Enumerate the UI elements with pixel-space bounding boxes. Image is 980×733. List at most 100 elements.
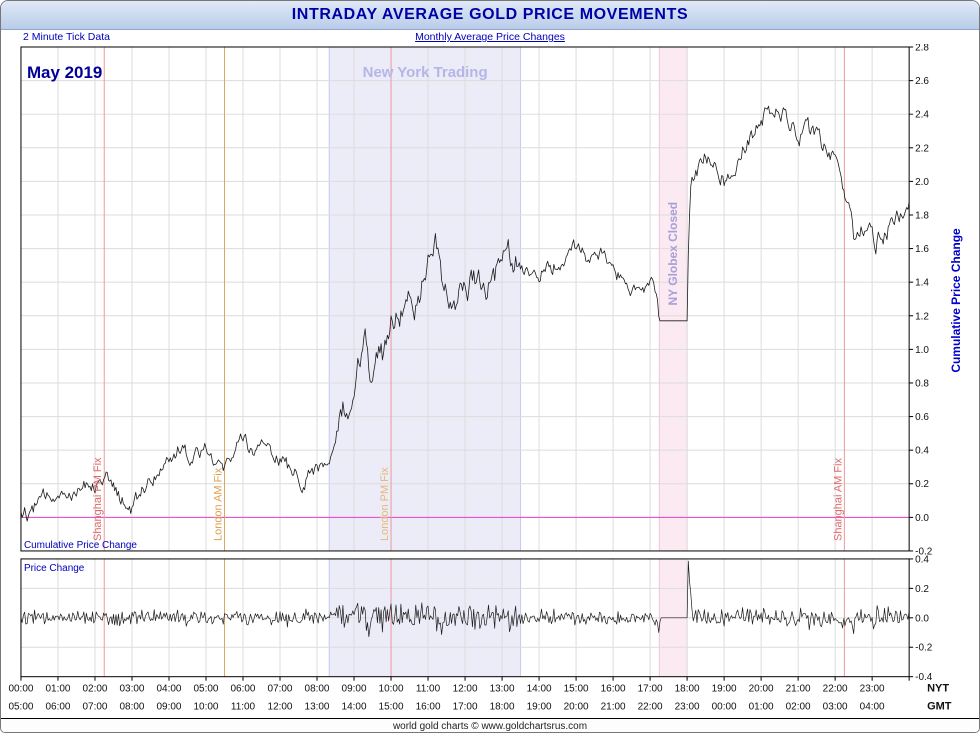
y-tick-label: 1.8 (915, 210, 929, 221)
gold-chart-svg: -0.2 0.0 0.2 0.4 0.6 0.8 1.0 1.2 1.4 1.6 1.8 2.0 2.2… (8, 44, 963, 713)
globex-closed-label: NY Globex Closed (666, 202, 680, 306)
x-label-gmt: 08:00 (120, 702, 145, 713)
y-tick-label: 0.0 (915, 513, 929, 524)
y-tick-label: -0.4 (915, 672, 933, 683)
month-label: May 2019 (27, 63, 102, 82)
y-tick-label: 2.4 (915, 110, 929, 121)
x-label-gmt: 14:00 (342, 702, 367, 713)
x-label-nyt: 03:00 (120, 684, 145, 695)
x-label-nyt: 06:00 (231, 684, 256, 695)
nyt-label: NYT (927, 683, 949, 695)
x-label-gmt: 19:00 (527, 702, 552, 713)
x-label-gmt: 00:00 (712, 702, 737, 713)
regions-layer (328, 46, 688, 677)
x-label-gmt: 12:00 (268, 702, 293, 713)
x-label-nyt: 11:00 (416, 684, 441, 695)
event-label-shanghai-am-fix: Shanghai AM Fix (832, 458, 844, 541)
x-label-nyt: 23:00 (860, 684, 885, 695)
x-label-gmt: 16:00 (416, 702, 441, 713)
x-label-gmt: 17:00 (453, 702, 478, 713)
event-label-london-am-fix: London AM Fix (213, 467, 225, 541)
x-label-nyt: 09:00 (342, 684, 367, 695)
chart-area: -0.2 0.0 0.2 0.4 0.6 0.8 1.0 1.2 1.4 1.6 1.8 2.0 2.2… (1, 44, 979, 718)
footer: world gold charts © www.goldchartsrus.co… (1, 717, 979, 732)
y-tick-label: 0.2 (915, 584, 929, 595)
x-label-nyt: 08:00 (305, 684, 330, 695)
x-label-gmt: 07:00 (82, 702, 107, 713)
axes-layer: -0.2 0.0 0.2 0.4 0.6 0.8 1.0 1.2 1.4 1.6 1.8 2.0 2.2… (8, 44, 932, 713)
y-tick-label: -0.2 (915, 643, 933, 654)
ny-trading-label: New York Trading (363, 64, 488, 81)
monthly-average-link[interactable]: Monthly Average Price Changes (415, 31, 565, 43)
y-tick-label: 1.4 (915, 278, 929, 289)
y-tick-label: 1.6 (915, 244, 929, 255)
x-label-nyt: 01:00 (45, 684, 70, 695)
x-label-gmt: 18:00 (490, 702, 515, 713)
x-label-gmt: 06:00 (45, 702, 70, 713)
right-axis-label: Cumulative Price Change (949, 228, 963, 373)
x-label-nyt: 02:00 (82, 684, 107, 695)
page-title: INTRADAY AVERAGE GOLD PRICE MOVEMENTS (291, 6, 689, 23)
price-change-label: Price Change (24, 563, 85, 574)
x-label-gmt: 10:00 (194, 702, 219, 713)
y-tick-label: 2.6 (915, 76, 929, 87)
x-label-nyt: 16:00 (601, 684, 626, 695)
y-tick-label: 1.2 (915, 311, 929, 322)
x-label-nyt: 14:00 (527, 684, 552, 695)
x-label-gmt: 13:00 (305, 702, 330, 713)
event-labels-layer: Shanghai PM Fix London AM Fix London PM Fi… (92, 202, 844, 541)
x-label-nyt: 15:00 (564, 684, 589, 695)
x-label-nyt: 07:00 (268, 684, 293, 695)
cumulative-inline-label: Cumulative Price Change (24, 540, 137, 551)
x-label-nyt: 12:00 (453, 684, 478, 695)
region-ny-globex-closed (659, 46, 688, 551)
x-label-nyt: 19:00 (712, 684, 737, 695)
x-label-gmt: 23:00 (675, 702, 700, 713)
y-tick-label: 0.0 (915, 613, 929, 624)
x-label-gmt: 09:00 (157, 702, 182, 713)
gmt-label: GMT (927, 701, 952, 713)
y-tick-label: 0.8 (915, 378, 929, 389)
x-label-nyt: 13:00 (490, 684, 515, 695)
main-plot-border (20, 46, 910, 552)
x-label-nyt: 10:00 (379, 684, 404, 695)
x-label-nyt: 17:00 (638, 684, 663, 695)
y-tick-label: 0.2 (915, 479, 929, 490)
x-label-gmt: 22:00 (638, 702, 663, 713)
region-new-york-trading (329, 46, 521, 551)
title-bar: INTRADAY AVERAGE GOLD PRICE MOVEMENTS (1, 1, 979, 30)
y-tick-label: 0.4 (915, 554, 929, 565)
y-tick-label: 0.4 (915, 446, 929, 457)
y-tick-label: 2.0 (915, 177, 929, 188)
sub-header: 2 Minute Tick Data Monthly Average Price… (1, 30, 979, 44)
y-tick-label: -0.2 (915, 546, 933, 557)
x-label-nyt: 05:00 (194, 684, 219, 695)
cumulative-price-line (20, 105, 910, 522)
footer-credit: world gold charts © www.goldchartsrus.co… (392, 720, 588, 732)
event-label-london-pm-fix: London PM Fix (379, 467, 391, 541)
y-tick-label: 0.6 (915, 412, 929, 423)
x-label-gmt: 21:00 (601, 702, 626, 713)
grid-layer (20, 46, 910, 677)
x-label-nyt: 04:00 (157, 684, 182, 695)
x-label-gmt: 11:00 (231, 702, 256, 713)
x-label-nyt: 20:00 (749, 684, 774, 695)
price-change-line (20, 560, 910, 638)
x-label-gmt: 20:00 (564, 702, 589, 713)
x-label-nyt: 22:00 (823, 684, 848, 695)
x-label-nyt: 21:00 (786, 684, 811, 695)
x-label-gmt: 03:00 (823, 702, 848, 713)
tick-data-label: 2 Minute Tick Data (23, 31, 110, 43)
x-label-gmt: 04:00 (860, 702, 885, 713)
x-label-nyt: 00:00 (8, 684, 33, 695)
series-layer (20, 105, 910, 638)
y-tick-label: 2.2 (915, 143, 929, 154)
x-label-nyt: 18:00 (675, 684, 700, 695)
x-label-gmt: 01:00 (749, 702, 774, 713)
x-label-gmt: 05:00 (8, 702, 33, 713)
y-tick-label: 1.0 (915, 345, 929, 356)
y-tick-label: 2.8 (915, 44, 929, 53)
x-label-gmt: 15:00 (379, 702, 404, 713)
x-label-gmt: 02:00 (786, 702, 811, 713)
